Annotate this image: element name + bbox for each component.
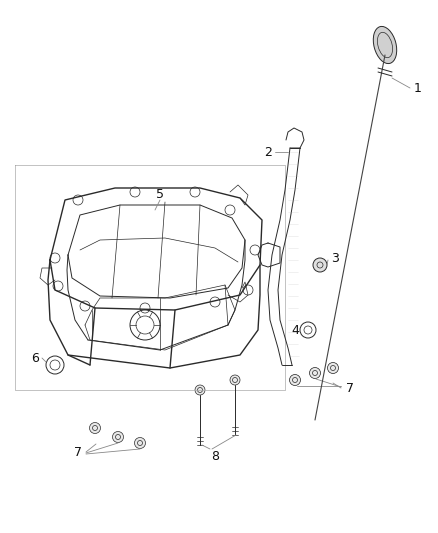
Circle shape [134, 438, 145, 448]
Text: 7: 7 [74, 446, 82, 458]
Circle shape [328, 362, 339, 374]
Circle shape [310, 368, 320, 378]
Text: 3: 3 [331, 252, 339, 264]
Text: 4: 4 [291, 324, 299, 336]
Text: 7: 7 [346, 382, 354, 394]
Circle shape [313, 258, 327, 272]
Text: 5: 5 [156, 189, 164, 201]
Circle shape [113, 432, 124, 442]
Circle shape [230, 375, 240, 385]
Circle shape [290, 375, 300, 385]
Circle shape [195, 385, 205, 395]
Text: 8: 8 [211, 449, 219, 463]
Circle shape [310, 367, 321, 378]
Circle shape [290, 375, 300, 385]
Text: 2: 2 [264, 146, 272, 158]
Circle shape [89, 423, 100, 433]
Circle shape [328, 363, 338, 373]
Text: 1: 1 [414, 82, 422, 94]
Text: 6: 6 [31, 351, 39, 365]
Ellipse shape [373, 27, 397, 63]
